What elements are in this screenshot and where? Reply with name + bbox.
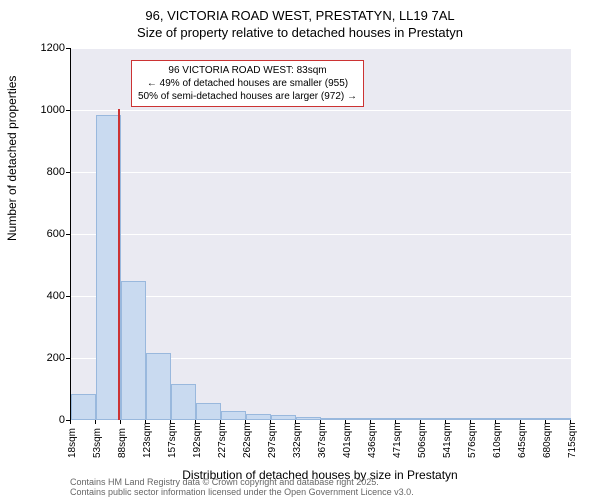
ytick-mark	[66, 110, 70, 111]
xtick-mark	[220, 420, 221, 424]
histogram-bar	[221, 411, 246, 420]
xtick-label: 227sqm	[217, 422, 228, 458]
xtick-label: 436sqm	[367, 422, 378, 458]
histogram-bar	[521, 418, 546, 420]
xtick-label: 645sqm	[517, 422, 528, 458]
xtick-label: 367sqm	[317, 422, 328, 458]
xtick-mark	[570, 420, 571, 424]
xtick-label: 401sqm	[342, 422, 353, 458]
xtick-label: 157sqm	[167, 422, 178, 458]
histogram-bar	[146, 353, 171, 420]
annotation-box: 96 VICTORIA ROAD WEST: 83sqm← 49% of det…	[131, 60, 364, 107]
xtick-label: 262sqm	[242, 422, 253, 458]
ytick-mark	[66, 234, 70, 235]
footer-line2: Contains public sector information licen…	[70, 488, 414, 498]
gridline	[71, 110, 571, 111]
xtick-label: 297sqm	[267, 422, 278, 458]
xtick-label: 88sqm	[117, 428, 128, 458]
xtick-mark	[495, 420, 496, 424]
ytick-label: 1000	[35, 104, 65, 116]
histogram-bar	[371, 418, 396, 420]
chart-container: 96, VICTORIA ROAD WEST, PRESTATYN, LL19 …	[0, 0, 600, 500]
histogram-bar	[246, 414, 271, 420]
histogram-bar	[546, 418, 571, 420]
xtick-mark	[520, 420, 521, 424]
xtick-mark	[120, 420, 121, 424]
histogram-bar	[196, 403, 221, 420]
xtick-label: 715sqm	[567, 422, 578, 458]
ytick-mark	[66, 172, 70, 173]
chart-title-line1: 96, VICTORIA ROAD WEST, PRESTATYN, LL19 …	[0, 8, 600, 23]
gridline	[71, 48, 571, 49]
histogram-bar	[346, 418, 371, 420]
histogram-bar	[271, 415, 296, 420]
ytick-label: 1200	[35, 42, 65, 54]
xtick-label: 332sqm	[292, 422, 303, 458]
xtick-label: 53sqm	[92, 428, 103, 458]
xtick-label: 123sqm	[142, 422, 153, 458]
xtick-mark	[370, 420, 371, 424]
histogram-bar	[321, 418, 346, 420]
xtick-label: 610sqm	[492, 422, 503, 458]
xtick-mark	[345, 420, 346, 424]
chart-title-line2: Size of property relative to detached ho…	[0, 25, 600, 40]
xtick-mark	[545, 420, 546, 424]
ytick-label: 200	[35, 352, 65, 364]
ytick-mark	[66, 358, 70, 359]
xtick-mark	[270, 420, 271, 424]
histogram-bar	[471, 418, 496, 420]
plot-area: 96 VICTORIA ROAD WEST: 83sqm← 49% of det…	[70, 48, 571, 421]
xtick-mark	[420, 420, 421, 424]
histogram-bar	[121, 281, 146, 421]
annotation-line: 96 VICTORIA ROAD WEST: 83sqm	[138, 64, 357, 77]
xtick-label: 192sqm	[192, 422, 203, 458]
xtick-mark	[95, 420, 96, 424]
histogram-bar	[296, 417, 321, 420]
xtick-label: 18sqm	[67, 428, 78, 458]
histogram-bar	[496, 418, 521, 420]
xtick-label: 471sqm	[392, 422, 403, 458]
y-axis-label: Number of detached properties	[5, 76, 19, 241]
xtick-mark	[470, 420, 471, 424]
xtick-label: 506sqm	[417, 422, 428, 458]
ytick-label: 0	[35, 414, 65, 426]
histogram-bar	[396, 418, 421, 420]
ytick-label: 400	[35, 290, 65, 302]
ytick-label: 800	[35, 166, 65, 178]
ytick-mark	[66, 296, 70, 297]
xtick-mark	[70, 420, 71, 424]
histogram-bar	[171, 384, 196, 420]
ytick-label: 600	[35, 228, 65, 240]
marker-line	[118, 109, 120, 420]
footer-text: Contains HM Land Registry data © Crown c…	[70, 478, 414, 498]
xtick-label: 680sqm	[542, 422, 553, 458]
annotation-line: 50% of semi-detached houses are larger (…	[138, 90, 357, 103]
xtick-mark	[295, 420, 296, 424]
xtick-label: 541sqm	[442, 422, 453, 458]
histogram-bar	[421, 418, 446, 420]
annotation-line: ← 49% of detached houses are smaller (95…	[138, 77, 357, 90]
xtick-mark	[395, 420, 396, 424]
gridline	[71, 296, 571, 297]
xtick-mark	[145, 420, 146, 424]
xtick-mark	[195, 420, 196, 424]
y-axis-label-text: Number of detached properties	[5, 76, 19, 241]
xtick-label: 576sqm	[467, 422, 478, 458]
histogram-bar	[71, 394, 96, 420]
gridline	[71, 234, 571, 235]
histogram-bar	[446, 418, 471, 420]
xtick-mark	[170, 420, 171, 424]
xtick-mark	[445, 420, 446, 424]
xtick-mark	[320, 420, 321, 424]
gridline	[71, 420, 571, 421]
xtick-mark	[245, 420, 246, 424]
ytick-mark	[66, 48, 70, 49]
gridline	[71, 172, 571, 173]
